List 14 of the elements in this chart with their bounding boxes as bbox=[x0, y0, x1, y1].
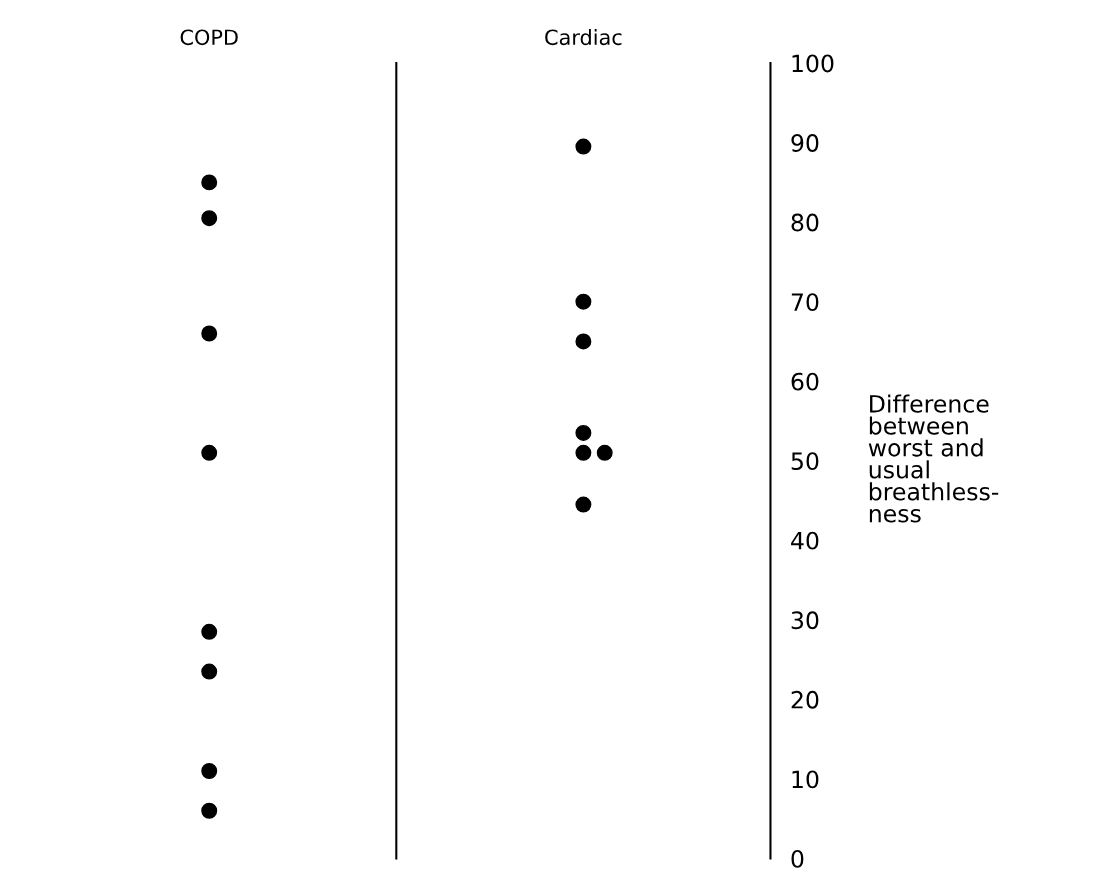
y-tick-label: 40 bbox=[791, 531, 819, 550]
y-tick-label: 50 bbox=[791, 452, 819, 471]
y-axis-title: Difference between worst and usual breathless- ness bbox=[868, 394, 999, 523]
y-tick-label: 30 bbox=[791, 611, 819, 630]
y-tick-label: 100 bbox=[792, 54, 834, 73]
y-tick-label: 20 bbox=[791, 690, 819, 709]
y-tick-label: 10 bbox=[792, 770, 819, 789]
y-tick-label: 70 bbox=[791, 293, 819, 311]
x-tick-label: COPD bbox=[180, 29, 238, 46]
y-tick-label: 60 bbox=[791, 372, 819, 391]
y-tick-label: 0 bbox=[791, 849, 804, 868]
y-tick-label: 90 bbox=[791, 134, 819, 152]
x-tick-label: Cardiac bbox=[545, 29, 622, 46]
y-tick-label: 80 bbox=[791, 213, 819, 232]
